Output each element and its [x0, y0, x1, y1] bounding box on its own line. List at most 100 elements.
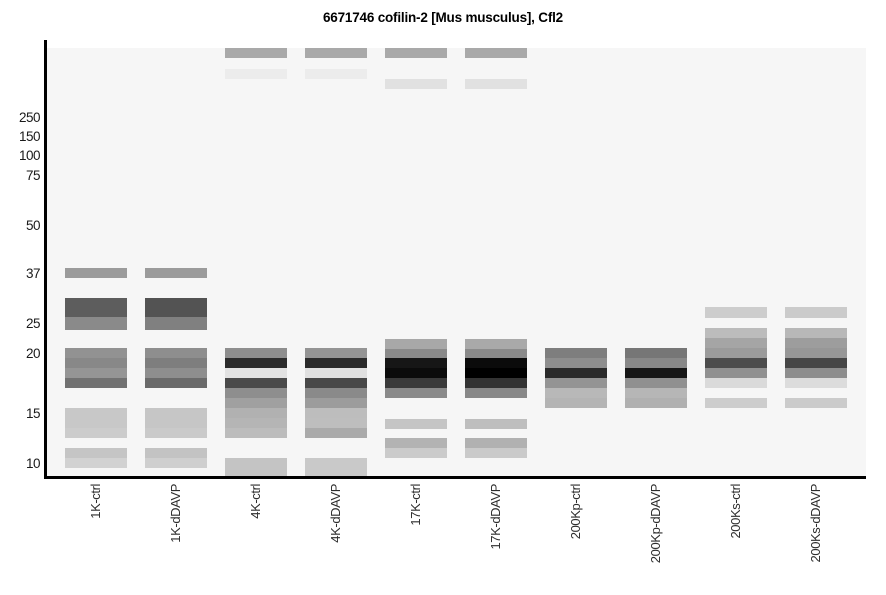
- gel-band: [305, 69, 367, 79]
- gel-band: [305, 358, 367, 368]
- gel-band: [65, 378, 127, 388]
- gel-band: [705, 358, 767, 368]
- gel-band: [625, 398, 687, 408]
- gel-band: [145, 268, 207, 278]
- gel-band: [225, 418, 287, 428]
- gel-band: [225, 398, 287, 408]
- x-tick-label: 17K-dDAVP: [488, 484, 503, 550]
- gel-band: [65, 428, 127, 438]
- gel-band: [65, 298, 127, 317]
- y-tick-label: 75: [25, 168, 41, 183]
- gel-band: [145, 428, 207, 438]
- gel-band: [465, 419, 527, 429]
- gel-band: [145, 348, 207, 358]
- gel-band: [385, 79, 447, 89]
- x-tick-label: 200Kp-ctrl: [568, 484, 583, 540]
- gel-band: [785, 328, 847, 338]
- gel-band: [625, 388, 687, 398]
- y-tick-label: 15: [25, 406, 41, 421]
- gel-band: [465, 358, 527, 368]
- gel-band: [305, 348, 367, 358]
- gel-band: [465, 438, 527, 448]
- gel-band: [65, 317, 127, 330]
- gel-band: [225, 388, 287, 398]
- gel-band: [225, 48, 287, 58]
- gel-band: [385, 358, 447, 368]
- gel-band: [385, 448, 447, 458]
- gel-band: [465, 339, 527, 349]
- gel-band: [385, 388, 447, 398]
- x-tick-label: 4K-dDAVP: [328, 484, 343, 543]
- gel-band: [305, 398, 367, 408]
- x-tick-label: 1K-ctrl: [88, 484, 103, 519]
- gel-band: [705, 348, 767, 358]
- gel-band: [65, 368, 127, 378]
- gel-band: [625, 358, 687, 368]
- gel-band: [625, 368, 687, 378]
- gel-band: [545, 358, 607, 368]
- gel-band: [385, 419, 447, 429]
- gel-band: [705, 368, 767, 378]
- gel-band: [785, 398, 847, 408]
- gel-band: [225, 368, 287, 378]
- y-tick-label: 50: [25, 218, 41, 233]
- gel-band: [705, 338, 767, 348]
- gel-band: [385, 48, 447, 58]
- gel-band: [225, 378, 287, 388]
- x-axis-line: [44, 476, 866, 479]
- x-tick-label: 200Ks-ctrl: [728, 484, 743, 539]
- gel-band: [65, 268, 127, 278]
- gel-band: [225, 408, 287, 418]
- y-tick-label: 37: [25, 266, 41, 281]
- gel-band: [225, 428, 287, 438]
- gel-band: [65, 408, 127, 428]
- gel-band: [65, 448, 127, 458]
- x-tick-label: 1K-dDAVP: [168, 484, 183, 543]
- gel-band: [465, 349, 527, 358]
- gel-band: [305, 388, 367, 398]
- gel-band: [145, 448, 207, 458]
- gel-band: [465, 79, 527, 89]
- gel-band: [785, 368, 847, 378]
- gel-band: [385, 378, 447, 388]
- gel-band: [145, 368, 207, 378]
- gel-band: [225, 358, 287, 368]
- gel-band: [785, 348, 847, 358]
- gel-band: [225, 69, 287, 79]
- gel-band: [545, 348, 607, 358]
- gel-band: [465, 448, 527, 458]
- x-tick-label: 200Ks-dDAVP: [808, 484, 823, 563]
- gel-band: [785, 338, 847, 348]
- gel-band: [305, 48, 367, 58]
- gel-band: [385, 339, 447, 349]
- gel-band: [225, 458, 287, 476]
- gel-band: [145, 458, 207, 468]
- gel-band: [385, 349, 447, 358]
- gel-band: [545, 388, 607, 398]
- y-tick-label: 25: [25, 316, 41, 331]
- gel-band: [225, 348, 287, 358]
- gel-band: [305, 368, 367, 378]
- gel-band: [785, 307, 847, 318]
- gel-band: [305, 428, 367, 438]
- gel-band: [625, 378, 687, 388]
- gel-band: [465, 48, 527, 58]
- gel-band: [305, 458, 367, 476]
- gel-band: [705, 307, 767, 318]
- gel-band: [545, 398, 607, 408]
- gel-band: [705, 378, 767, 388]
- gel-band: [625, 348, 687, 358]
- gel-band: [545, 378, 607, 388]
- x-tick-label: 17K-ctrl: [408, 484, 423, 526]
- y-tick-label: 250: [18, 110, 41, 125]
- gel-band: [305, 378, 367, 388]
- gel-band: [385, 438, 447, 448]
- gel-band: [145, 378, 207, 388]
- gel-band: [305, 418, 367, 428]
- y-tick-label: 10: [25, 456, 41, 471]
- y-tick-label: 20: [25, 346, 41, 361]
- y-tick-label: 150: [18, 129, 41, 144]
- gel-band: [65, 358, 127, 368]
- gel-band: [545, 368, 607, 378]
